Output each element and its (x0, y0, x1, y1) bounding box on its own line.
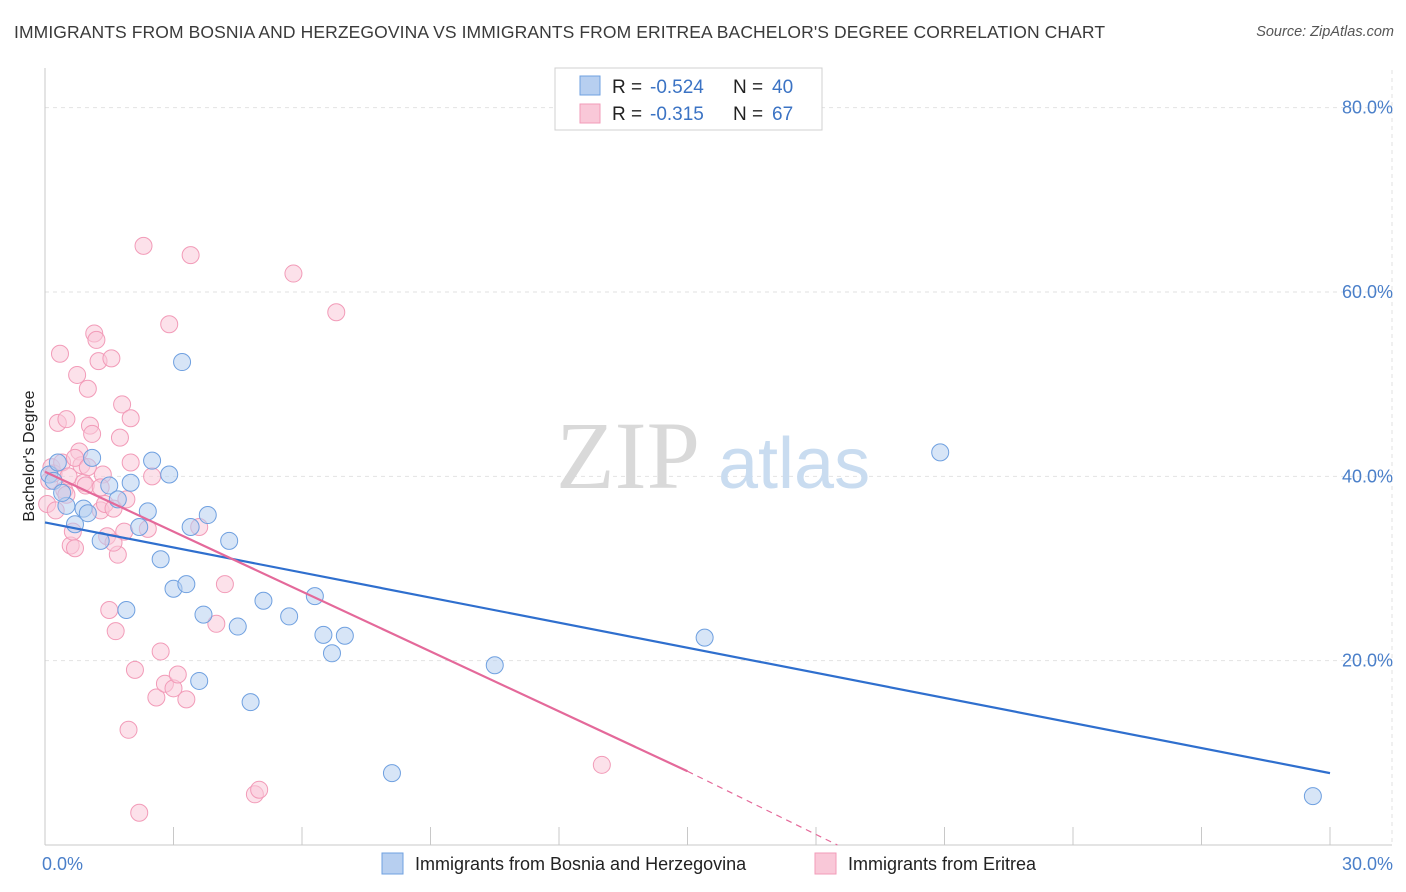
point-bosnia (314, 625, 333, 644)
point-eritrea (151, 642, 170, 661)
y-tick-label: 40.0% (1342, 466, 1393, 486)
point-bosnia (130, 518, 149, 537)
stats-n-value-bosnia: 40 (772, 77, 793, 98)
point-bosnia (322, 644, 341, 663)
point-eritrea (78, 379, 97, 398)
point-eritrea (119, 720, 138, 739)
point-eritrea (160, 315, 179, 334)
point-eritrea (130, 803, 149, 822)
point-bosnia (190, 671, 209, 690)
grid-lines (45, 70, 1393, 845)
stats-n-label-eritrea: N = (733, 104, 763, 125)
point-bosnia (160, 465, 179, 484)
point-eritrea (207, 614, 226, 633)
point-eritrea (57, 410, 76, 429)
x-tick-label: 30.0% (1342, 854, 1393, 874)
point-eritrea (106, 622, 125, 641)
series-legend: Immigrants from Bosnia and Herzegovina I… (381, 852, 1037, 875)
point-eritrea (125, 660, 144, 679)
point-bosnia (143, 451, 162, 470)
point-bosnia (100, 476, 119, 495)
point-eritrea (181, 246, 200, 265)
point-bosnia (305, 587, 324, 606)
axes (44, 68, 1392, 846)
point-eritrea (177, 690, 196, 709)
point-eritrea (68, 365, 87, 384)
point-bosnia (173, 353, 192, 372)
point-eritrea (147, 688, 166, 707)
legend-label-bosnia[interactable]: Immigrants from Bosnia and Herzegovina (415, 854, 747, 874)
point-eritrea (113, 395, 132, 414)
point-eritrea (87, 330, 106, 349)
trend-lines (44, 470, 1331, 846)
point-eritrea (102, 349, 121, 368)
trend-line-eritrea-extension (687, 770, 838, 846)
point-eritrea (168, 665, 187, 684)
point-bosnia (48, 453, 67, 472)
point-eritrea (65, 539, 84, 558)
legend-swatch-bosnia[interactable] (381, 852, 404, 875)
x-tick-labels: 0.0% 30.0% (42, 854, 1393, 874)
legend-swatch-eritrea[interactable] (814, 852, 837, 875)
point-eritrea (143, 467, 162, 486)
point-eritrea (121, 453, 140, 472)
point-bosnia (78, 504, 97, 523)
point-eritrea (134, 236, 153, 255)
trend-line-bosnia (44, 521, 1331, 775)
stats-swatch-eritrea (579, 103, 601, 124)
stats-r-value-bosnia: -0.524 (650, 77, 704, 98)
stats-r-label-eritrea: R = (612, 104, 642, 125)
watermark-zip: ZIP (556, 402, 700, 509)
point-eritrea (284, 264, 303, 283)
point-bosnia (382, 764, 401, 783)
point-eritrea (100, 600, 119, 619)
point-bosnia (181, 518, 200, 537)
x-tick-label: 0.0% (42, 854, 83, 874)
stats-swatch-bosnia (579, 75, 601, 96)
point-bosnia (254, 591, 273, 610)
point-bosnia (485, 656, 504, 675)
watermark: ZIP atlas (556, 402, 870, 509)
point-bosnia (280, 607, 299, 626)
stats-r-value-eritrea: -0.315 (650, 104, 704, 125)
stats-n-value-eritrea: 67 (772, 104, 793, 125)
point-bosnia (177, 575, 196, 594)
legend-label-eritrea[interactable]: Immigrants from Eritrea (848, 854, 1037, 874)
point-bosnia (931, 443, 950, 462)
watermark-atlas: atlas (718, 424, 870, 504)
point-eritrea (592, 755, 611, 774)
point-bosnia (228, 617, 247, 636)
point-eritrea (121, 409, 140, 428)
point-bosnia (220, 531, 239, 550)
point-eritrea (50, 344, 69, 363)
point-eritrea (110, 428, 129, 447)
y-tick-label: 80.0% (1342, 98, 1393, 118)
point-bosnia (198, 506, 217, 525)
point-eritrea (327, 303, 346, 322)
chart-source: Source: ZipAtlas.com (1256, 24, 1394, 40)
point-bosnia (1303, 787, 1322, 806)
y-tick-label: 20.0% (1342, 651, 1393, 671)
point-bosnia (194, 605, 213, 624)
point-bosnia (241, 693, 260, 712)
point-bosnia (335, 626, 354, 645)
point-bosnia (151, 550, 170, 569)
y-axis-label: Bachelor's Degree (21, 390, 38, 521)
trend-line-eritrea (44, 470, 688, 773)
chart-title: IMMIGRANTS FROM BOSNIA AND HERZEGOVINA V… (14, 22, 1106, 42)
point-bosnia (121, 473, 140, 492)
point-bosnia (117, 600, 136, 619)
point-bosnia (695, 628, 714, 647)
y-tick-labels: 20.0% 40.0% 60.0% 80.0% (1342, 98, 1393, 671)
stats-legend: R = -0.524 N = 40 R = -0.315 N = 67 (554, 67, 823, 131)
point-eritrea (215, 575, 234, 594)
point-eritrea (83, 424, 102, 443)
y-tick-label: 60.0% (1342, 282, 1393, 302)
point-eritrea (250, 780, 269, 799)
stats-r-label-bosnia: R = (612, 77, 642, 98)
point-bosnia (83, 448, 102, 467)
stats-n-label-bosnia: N = (733, 77, 763, 98)
point-bosnia (53, 483, 72, 502)
